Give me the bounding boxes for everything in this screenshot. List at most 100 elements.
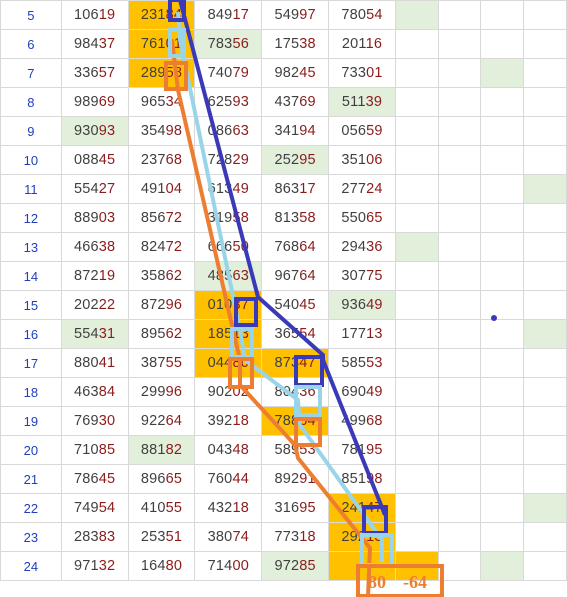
empty-cell [523, 87, 567, 117]
table-cell: 29996 [127, 377, 196, 407]
table-cell: 69049 [328, 377, 396, 407]
table-row: 14 87219 35862 48563 96764 30775 [0, 261, 567, 291]
table-cell: 31695 [261, 493, 330, 523]
table-cell: 51139 [328, 87, 396, 117]
table-cell: 08663 [194, 116, 263, 146]
empty-cell [523, 290, 567, 320]
table-row: 22 74954 41055 43218 31695 24147 [0, 493, 567, 523]
empty-cell [480, 348, 525, 378]
table-cell: 74079 [194, 58, 263, 88]
empty-cell [480, 290, 525, 320]
table-cell: 81358 [261, 203, 330, 233]
table-cell: 87347 [261, 348, 330, 378]
table-cell: 46384 [60, 377, 129, 407]
empty-cell [437, 319, 482, 349]
table-cell: 30775 [328, 261, 396, 291]
table-cell: 38755 [127, 348, 196, 378]
empty-cell [480, 29, 525, 59]
empty-cell [394, 377, 439, 407]
empty-cell [437, 232, 482, 262]
table-cell: 04348 [194, 435, 263, 465]
empty-cell [437, 203, 482, 233]
table-cell: 96534 [127, 87, 196, 117]
empty-cell [480, 116, 525, 146]
empty-cell [394, 145, 439, 175]
empty-cell [480, 232, 525, 262]
table-cell: 25295 [261, 145, 330, 175]
table-cell: 97132 [60, 551, 129, 581]
empty-cell [523, 348, 567, 378]
empty-cell [523, 174, 567, 204]
empty-cell [523, 319, 567, 349]
table-cell: 46638 [60, 232, 129, 262]
table-cell: 29213 [328, 522, 396, 552]
table-cell: 78054 [328, 0, 396, 30]
table-cell: 84917 [194, 0, 263, 30]
table-cell: 55065 [328, 203, 396, 233]
row-number: 24 [0, 551, 62, 581]
empty-cell [437, 551, 482, 581]
table-row: 18 46384 29996 90202 80436 69049 [0, 377, 567, 407]
empty-cell [394, 116, 439, 146]
row-number: 18 [0, 377, 62, 407]
table-cell: 43218 [194, 493, 263, 523]
empty-cell [523, 406, 567, 436]
empty-cell [480, 319, 525, 349]
empty-cell [437, 406, 482, 436]
row-number: 20 [0, 435, 62, 465]
empty-cell [523, 232, 567, 262]
empty-cell [480, 58, 525, 88]
table-cell: 89665 [127, 464, 196, 494]
empty-cell [437, 174, 482, 204]
empty-cell [523, 116, 567, 146]
table-row: 20 71085 88182 04348 58953 78195 [0, 435, 567, 465]
table-cell: 48563 [194, 261, 263, 291]
table-cell: 74954 [60, 493, 129, 523]
empty-cell [480, 261, 525, 291]
row-number: 12 [0, 203, 62, 233]
empty-cell [437, 87, 482, 117]
empty-cell [523, 145, 567, 175]
table-cell: 35106 [328, 145, 396, 175]
table-cell: 90202 [194, 377, 263, 407]
table-cell: 97285 [261, 551, 330, 581]
empty-cell [523, 551, 567, 581]
row-number: 23 [0, 522, 62, 552]
row-number: 19 [0, 406, 62, 436]
empty-cell [394, 203, 439, 233]
table-cell [328, 551, 396, 581]
empty-cell [394, 464, 439, 494]
empty-cell [394, 435, 439, 465]
table-cell: 18513 [194, 319, 263, 349]
empty-cell [437, 464, 482, 494]
table-cell: 77318 [261, 522, 330, 552]
empty-cell [523, 464, 567, 494]
empty-cell [437, 261, 482, 291]
table-cell: 35498 [127, 116, 196, 146]
empty-cell [437, 348, 482, 378]
empty-cell [480, 435, 525, 465]
table-row: 9 93093 35498 08663 34194 05659 [0, 116, 567, 146]
empty-cell [437, 522, 482, 552]
table-cell: 89291 [261, 464, 330, 494]
table-cell: 72829 [194, 145, 263, 175]
table-cell: 25351 [127, 522, 196, 552]
empty-cell [480, 174, 525, 204]
table-cell: 93649 [328, 290, 396, 320]
table-cell: 23768 [127, 145, 196, 175]
empty-cell [437, 290, 482, 320]
row-number: 10 [0, 145, 62, 175]
table-cell: 62593 [194, 87, 263, 117]
table-cell: 16480 [127, 551, 196, 581]
table-cell: 76930 [60, 406, 129, 436]
empty-cell [523, 203, 567, 233]
table-cell: 58953 [261, 435, 330, 465]
table-row: 12 88903 85672 31958 81358 55065 [0, 203, 567, 233]
empty-cell [523, 493, 567, 523]
table-cell: 20116 [328, 29, 396, 59]
table-cell: 27724 [328, 174, 396, 204]
empty-cell [394, 29, 439, 59]
table-cell: 73301 [328, 58, 396, 88]
table-cell: 17538 [261, 29, 330, 59]
row-number: 14 [0, 261, 62, 291]
